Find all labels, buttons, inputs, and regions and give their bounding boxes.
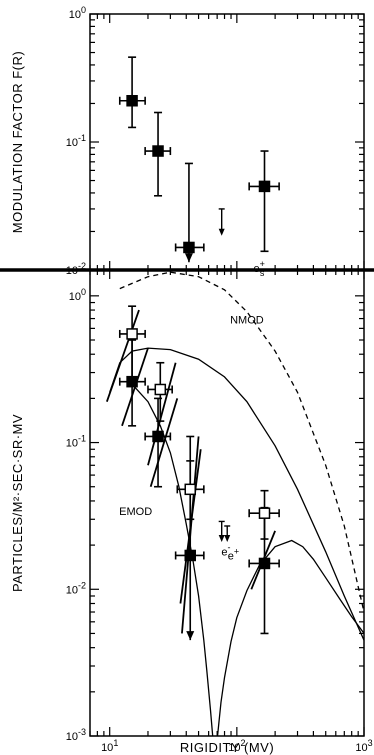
x-tick-label: 101 (101, 738, 118, 754)
open-square (126, 328, 138, 340)
data-point-filled (144, 111, 172, 197)
spectral-slope-line (149, 398, 179, 487)
model-curve (131, 383, 364, 736)
y-axis-title: MODULATION FACTOR F(R) (10, 51, 25, 233)
upper-limit (218, 208, 225, 236)
limit-arrow (218, 228, 225, 236)
filled-square (126, 95, 138, 107)
annotation: e- (221, 542, 230, 558)
data-point-filled (248, 150, 280, 253)
data-point-open (147, 361, 173, 422)
panel-frame (89, 13, 365, 271)
curves (106, 271, 364, 736)
data-point-filled (144, 397, 172, 488)
dashed-curve (119, 271, 364, 613)
filled-square (152, 430, 164, 443)
spectral-slope-line (106, 309, 140, 402)
down-arrow (184, 253, 193, 263)
upper-limit (218, 520, 225, 543)
filled-square (152, 145, 164, 157)
annotation: EMOD (119, 506, 152, 518)
spectral-slope-line (147, 362, 177, 466)
data-point-filled (118, 56, 146, 129)
y-tick-label: 10-2 (66, 580, 86, 596)
data-point-filled (174, 162, 205, 263)
open-square (154, 383, 167, 396)
data-marks (118, 56, 280, 641)
y-tick-label: 10-1 (66, 133, 86, 149)
x-tick-label: 103 (355, 738, 372, 754)
filled-square (258, 180, 271, 193)
filled-square (258, 557, 271, 570)
y-tick-label: 100 (69, 5, 86, 21)
x-tick-label: 102 (228, 738, 245, 754)
limit-arrow (218, 535, 225, 543)
open-square (258, 507, 271, 519)
annotation: e+ s (254, 259, 265, 278)
labels: 10-2 10-1 100 MODULATION FACTOR F(R) 10-3 10-… (10, 5, 373, 755)
y-tick-label: 10-2 (66, 261, 86, 277)
data-point-open (248, 489, 280, 540)
filled-square (184, 549, 196, 562)
annotation: NMOD (230, 314, 264, 326)
limit-arrow (224, 535, 231, 543)
y-axis-title: PARTICLES/M²·SEC·SR·MV (10, 414, 25, 592)
annotation: e+ (228, 546, 239, 562)
y-tick-label: 10-1 (66, 434, 86, 450)
x-axis-title: RIGIDITY (MV) (180, 740, 274, 755)
filled-square (183, 241, 195, 254)
data-point-open (118, 305, 146, 385)
down-arrow (186, 631, 195, 641)
y-tick-label: 10-3 (66, 727, 86, 743)
panel-frames (0, 13, 374, 737)
open-square (184, 483, 196, 496)
data-point-open (176, 460, 205, 521)
upper-limit (224, 525, 231, 543)
y-tick-label: 100 (69, 287, 86, 303)
